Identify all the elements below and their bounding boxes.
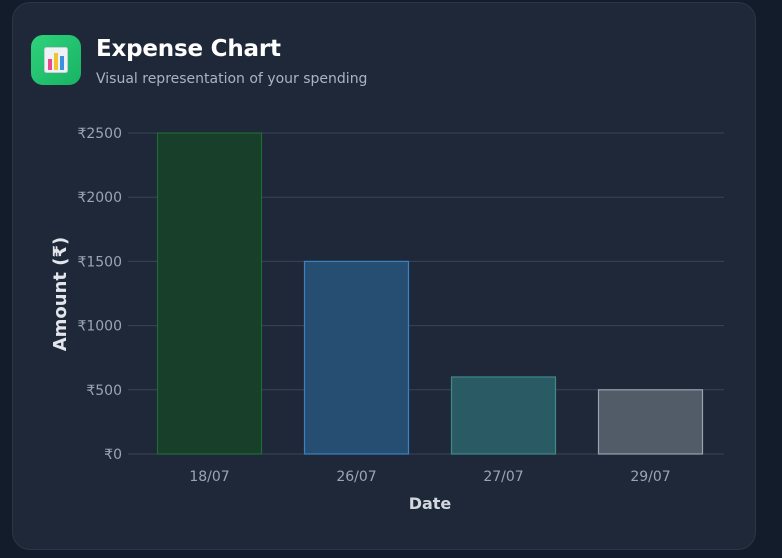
bar-29-07[interactable] [597, 389, 704, 455]
y-tick-label: ₹1500 [77, 254, 122, 270]
y-tick-label: ₹2000 [77, 190, 122, 206]
x-tick-label: 26/07 [336, 469, 376, 485]
x-axis-title: Date [409, 494, 452, 513]
x-tick-label: 29/07 [630, 469, 670, 485]
y-tick-label: ₹1000 [77, 319, 122, 335]
bar-chart-icon [44, 47, 68, 73]
page-title: Expense Chart [96, 36, 281, 62]
page-subtitle: Visual representation of your spending [96, 71, 368, 87]
x-tick-label: 27/07 [483, 469, 523, 485]
y-tick-label: ₹2500 [77, 126, 122, 142]
chart-icon [31, 35, 81, 85]
bar-18-07[interactable] [156, 132, 263, 455]
y-axis-title: Amount (₹) [50, 237, 71, 352]
y-tick-label: ₹0 [104, 447, 122, 463]
bar-26-07[interactable] [303, 260, 410, 455]
y-tick-label: ₹500 [86, 383, 122, 399]
x-tick-label: 18/07 [189, 469, 229, 485]
bar-27-07[interactable] [450, 376, 557, 455]
